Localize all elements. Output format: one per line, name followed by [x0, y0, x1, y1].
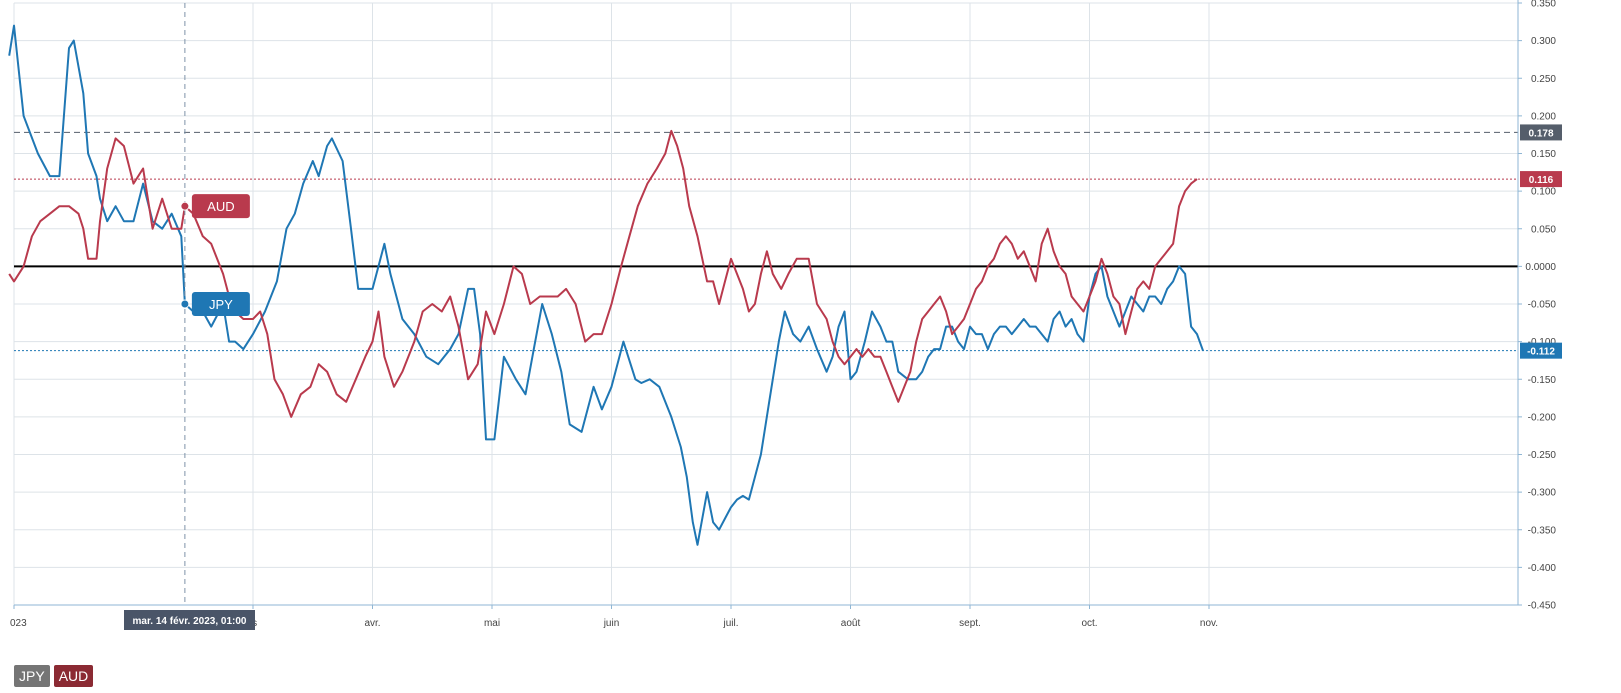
x-tick-label: juin [603, 618, 620, 629]
legend-item-aud[interactable]: AUD [53, 665, 94, 687]
y-tick-label: 0.250 [1531, 74, 1556, 85]
y-tick-label: 0.300 [1531, 36, 1556, 47]
y-tick-label: -0.150 [1528, 375, 1557, 386]
y-tick-label: 0.050 [1531, 224, 1556, 235]
x-tick-label: juil. [722, 618, 738, 629]
y-tick-label: -0.100 [1528, 337, 1557, 348]
value-badge [1520, 124, 1562, 141]
crosshair: mar. 14 févr. 2023, 01:00 AUD JPY [124, 3, 255, 630]
series-line-jpy[interactable] [8, 24, 1204, 546]
reference-lines [14, 131, 1518, 352]
axes: 0.350 0.300 0.250 0.200 0.150 0.100 0.050 0.000… [10, 0, 1562, 629]
x-tick-label: mai [484, 618, 500, 629]
x-tick-label: 023 [10, 618, 27, 629]
y-tick-label: -0.200 [1528, 412, 1557, 423]
legend-item-jpy[interactable]: JPY [14, 665, 50, 687]
y-tick-label: -0.350 [1528, 525, 1557, 536]
y-tick-label: 0.200 [1531, 111, 1556, 122]
y-tick-label: 0.150 [1531, 149, 1556, 160]
tooltip-label-aud: AUD [207, 199, 234, 214]
y-tick-label: 0.0000 [1525, 262, 1556, 273]
value-badge-label: 0.116 [1529, 175, 1554, 186]
x-tick-label: oct. [1081, 618, 1097, 629]
tooltip-label-jpy: JPY [209, 297, 233, 312]
value-badge [1520, 171, 1562, 188]
y-tick-label: -0.400 [1528, 563, 1557, 574]
crosshair-point-jpy [180, 299, 190, 309]
crosshair-date-badge [124, 610, 255, 630]
y-tick-label: -0.300 [1528, 488, 1557, 499]
x-tick-label: sept. [959, 618, 981, 629]
tooltip-badge-aud [191, 194, 250, 219]
x-tick-label: nov. [1200, 618, 1218, 629]
value-badge [1520, 342, 1562, 359]
y-tick-label: -0.050 [1528, 300, 1557, 311]
x-tick-label: août [841, 618, 861, 629]
legend: JPY AUD [14, 665, 94, 687]
x-tick-label: avr. [364, 618, 380, 629]
tooltip-badge-jpy [191, 292, 250, 316]
y-tick-label: -0.250 [1528, 450, 1557, 461]
y-tick-label: 0.350 [1531, 0, 1556, 10]
crosshair-point-aud [180, 201, 190, 211]
y-tick-label: 0.100 [1531, 187, 1556, 198]
crosshair-date-label: mar. 14 févr. 2023, 01:00 [133, 616, 247, 627]
value-badge-label: 0.178 [1528, 128, 1553, 139]
y-tick-label: -0.450 [1528, 601, 1557, 612]
value-badge-label: -0.112 [1527, 347, 1555, 358]
